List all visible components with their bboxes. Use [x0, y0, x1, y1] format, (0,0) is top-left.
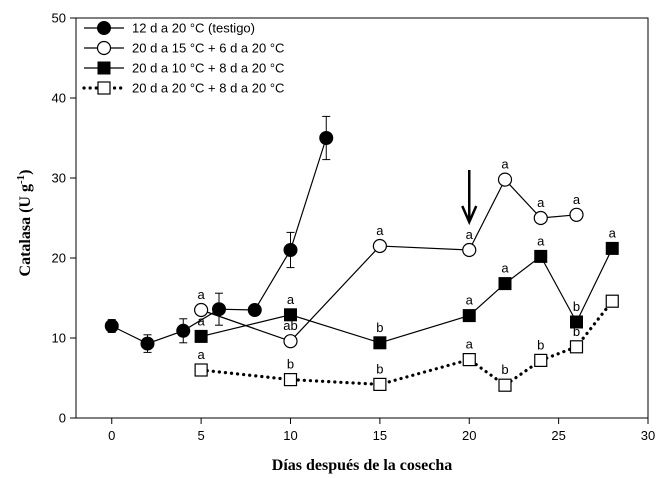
series-2-point	[194, 302, 209, 318]
series-4-point	[373, 377, 387, 391]
series-1-point	[140, 336, 155, 351]
series-3-point	[534, 249, 548, 263]
y-tick-label: 10	[52, 331, 66, 346]
y-tick-label: 50	[52, 11, 66, 26]
x-tick-label: 5	[198, 428, 205, 443]
series-3-point	[284, 308, 297, 322]
series-4-point	[462, 353, 476, 367]
legend-marker-1	[97, 21, 111, 35]
series-line-4	[199, 299, 614, 388]
series-3-point	[194, 329, 208, 343]
legend-label-2: 20 d a 15 °C + 6 d a 20 °C	[132, 41, 284, 56]
series-4-point	[534, 353, 548, 367]
significance-label: b	[501, 362, 508, 377]
series-2-point	[462, 242, 477, 258]
significance-label: a	[501, 157, 509, 172]
series-1-point	[176, 323, 191, 338]
significance-label: b	[376, 320, 383, 335]
significance-label: a	[198, 287, 206, 302]
arrow-head	[461, 205, 478, 226]
significance-label: a	[501, 261, 509, 276]
significance-label: a	[537, 233, 545, 248]
series-4-point	[283, 373, 298, 387]
series-2-point	[497, 172, 513, 187]
legend-label-3: 20 d a 10 °C + 8 d a 20 °C	[132, 61, 284, 76]
significance-label: b	[573, 299, 580, 314]
x-tick-label: 25	[551, 428, 565, 443]
significance-label: ab	[283, 318, 297, 333]
y-axis-title: Catalasa (U g-1)	[15, 170, 34, 277]
x-tick-label: 20	[462, 428, 476, 443]
x-tick-label: 30	[641, 428, 655, 443]
y-axis-title-sup: -1	[15, 175, 27, 184]
series-3-point	[605, 241, 619, 255]
x-tick-label: 10	[283, 428, 297, 443]
series-4-point	[194, 363, 208, 377]
legend-marker-3	[97, 61, 111, 75]
significance-label: a	[466, 293, 474, 308]
series-3-point	[462, 309, 476, 323]
x-tick-label: 15	[373, 428, 387, 443]
significance-label: a	[198, 313, 206, 328]
significance-label: a	[376, 223, 384, 238]
series-1-point	[247, 303, 262, 317]
annotation	[461, 170, 478, 226]
series-3-point	[498, 277, 512, 291]
legend-marker-4	[97, 81, 111, 95]
significance-label: a	[573, 192, 581, 207]
series-line-3	[200, 248, 613, 344]
legend-label-4: 20 d a 20 °C + 8 d a 20 °C	[132, 81, 284, 96]
series-4-point	[605, 294, 619, 308]
y-axis-title-main: Catalasa (U g	[17, 184, 34, 276]
series-line-2	[200, 178, 577, 342]
x-tick-label: 0	[108, 428, 115, 443]
series-2-point	[372, 238, 387, 254]
series-4-point	[498, 378, 512, 392]
y-tick-label: 20	[52, 251, 66, 266]
significance-label: b	[573, 324, 580, 339]
axis-ticks: 0 5 10 15 20 25 30 0 10 20 30 40 50	[52, 11, 656, 444]
legend: 12 d a 20 °C (testigo) 20 d a 15 °C + 6 d…	[82, 21, 284, 96]
series-3-point	[373, 336, 387, 350]
series-1-point	[283, 243, 298, 257]
series-2-point	[283, 334, 298, 349]
legend-label-1: 12 d a 20 °C (testigo)	[132, 21, 255, 36]
significance-label: a	[466, 337, 474, 352]
significance-label: a	[537, 195, 545, 210]
plot-frame	[75, 17, 649, 419]
x-axis-title: Días después de la cosecha	[272, 457, 452, 474]
series-3-point	[570, 315, 583, 329]
significance-label: b	[537, 337, 544, 352]
series-2-point	[569, 207, 584, 222]
y-tick-label: 0	[59, 411, 66, 426]
series-1-point	[104, 319, 119, 333]
significance-label: b	[376, 361, 383, 376]
series-2-point	[533, 210, 548, 226]
y-tick-label: 30	[52, 171, 66, 186]
series-markers	[104, 131, 619, 392]
y-axis-title-end: )	[17, 170, 34, 175]
series-1-point	[319, 131, 334, 145]
significance-label: a	[287, 292, 295, 307]
series-4-point	[569, 340, 584, 354]
legend-marker-2	[96, 40, 112, 56]
significance-label: b	[287, 357, 294, 372]
series-1-point	[212, 302, 226, 317]
significance-label: a	[198, 347, 206, 362]
significance-label: a	[609, 225, 617, 240]
y-tick-label: 40	[52, 91, 66, 106]
significance-label: a	[466, 227, 474, 242]
